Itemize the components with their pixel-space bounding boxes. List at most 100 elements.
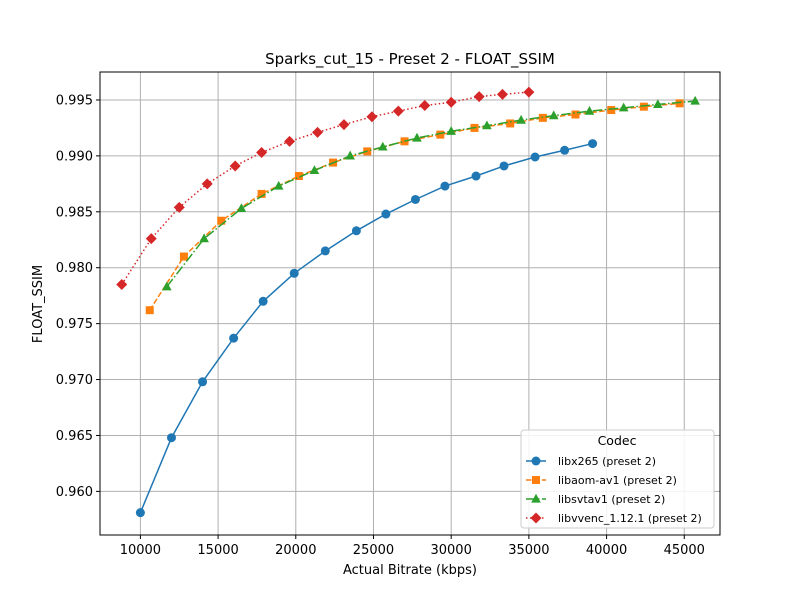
data-point — [199, 233, 209, 243]
x-tick-label: 35000 — [508, 543, 549, 558]
y-tick-label: 0.970 — [56, 373, 93, 388]
legend-swatch-marker — [531, 456, 541, 466]
data-point — [419, 100, 431, 112]
data-point — [496, 88, 508, 100]
data-point — [256, 147, 268, 159]
legend-item: libaom-av1 (preset 2) — [526, 474, 677, 487]
legend-label: libvvenc_1.12.1 (preset 2) — [558, 512, 702, 525]
x-tick-label: 30000 — [430, 543, 471, 558]
x-tick-label: 25000 — [353, 543, 394, 558]
data-point — [366, 111, 378, 123]
data-point — [381, 209, 391, 219]
data-point — [257, 189, 266, 198]
y-tick-label: 0.965 — [56, 429, 93, 444]
data-point — [560, 145, 570, 155]
data-point — [690, 95, 700, 105]
y-tick-label: 0.985 — [56, 205, 93, 220]
data-point — [392, 105, 404, 117]
data-point — [410, 194, 420, 204]
y-tick-label: 0.960 — [56, 485, 93, 500]
data-point — [145, 306, 154, 315]
x-tick-label: 20000 — [275, 543, 316, 558]
data-point — [548, 110, 559, 120]
chart-title: Sparks_cut_15 - Preset 2 - FLOAT_SSIM — [265, 50, 555, 69]
series-line — [121, 91, 529, 285]
y-tick-label: 0.980 — [56, 261, 93, 276]
data-point — [445, 96, 457, 108]
data-point — [675, 99, 684, 108]
series-1 — [135, 139, 598, 518]
data-point — [618, 102, 629, 112]
data-point — [499, 161, 509, 171]
data-point — [530, 152, 540, 162]
data-point — [258, 296, 268, 306]
legend-title: Codec — [598, 433, 637, 448]
data-point — [166, 433, 176, 443]
legend-swatch-marker — [532, 476, 540, 484]
x-tick-label: 15000 — [197, 543, 238, 558]
data-point — [338, 119, 350, 131]
data-point — [482, 120, 492, 130]
data-point — [116, 278, 128, 290]
data-point — [571, 110, 580, 119]
legend-label: libaom-av1 (preset 2) — [558, 474, 677, 487]
data-point — [516, 114, 526, 124]
data-point — [179, 252, 188, 261]
data-point — [440, 181, 450, 191]
data-point — [236, 203, 247, 213]
data-point — [607, 106, 616, 115]
data-point — [312, 126, 324, 138]
axis-ticks: 10000 15000 20000 25000 30000 35000 40000 45000… — [56, 93, 705, 558]
data-point — [588, 139, 598, 149]
data-point — [162, 281, 172, 291]
data-point — [145, 233, 157, 245]
data-point — [523, 86, 535, 98]
x-tick-label: 10000 — [120, 543, 161, 558]
data-point — [506, 119, 515, 128]
legend-swatch-marker — [531, 493, 541, 503]
x-tick-label: 45000 — [664, 543, 705, 558]
data-point — [584, 105, 595, 115]
series-line — [166, 100, 696, 288]
data-point — [378, 141, 388, 151]
legend-label: libx265 (preset 2) — [558, 455, 656, 468]
plot-frame — [99, 71, 721, 536]
data-point — [284, 135, 296, 147]
legend-label: libsvtav1 (preset 2) — [558, 493, 665, 506]
y-tick-label: 0.990 — [56, 149, 93, 164]
data-point — [273, 180, 284, 190]
data-point — [229, 160, 241, 172]
legend-item: libx265 (preset 2) — [526, 455, 656, 468]
series-3 — [162, 95, 700, 291]
data-point — [217, 216, 226, 225]
legend-item: libsvtav1 (preset 2) — [526, 493, 665, 506]
data-point — [639, 102, 648, 111]
data-point — [289, 268, 299, 278]
data-point — [473, 91, 485, 103]
y-axis-label: FLOAT_SSIM — [31, 265, 46, 343]
data-point — [294, 172, 303, 181]
y-tick-label: 0.995 — [56, 93, 93, 108]
data-point — [345, 150, 355, 160]
data-point — [446, 126, 456, 135]
data-point — [653, 99, 663, 109]
legend-swatch-marker — [530, 512, 542, 524]
x-axis-label: Actual Bitrate (kbps) — [343, 563, 477, 578]
x-tick-label: 40000 — [586, 543, 627, 558]
legend: Codec libx265 (preset 2) libaom-av1 (pres… — [520, 429, 715, 529]
data-point — [201, 178, 213, 190]
data-point — [436, 130, 445, 139]
data-point — [173, 201, 185, 213]
y-tick-label: 0.975 — [56, 317, 93, 332]
data-point — [135, 508, 145, 518]
data-point — [351, 226, 361, 236]
series-4 — [116, 86, 535, 290]
data-point — [198, 377, 208, 387]
data-point — [471, 171, 481, 181]
data-point — [309, 165, 320, 175]
plot-series — [116, 86, 700, 518]
series-line — [139, 142, 593, 513]
data-point — [412, 132, 422, 142]
legend-item: libvvenc_1.12.1 (preset 2) — [526, 512, 702, 525]
